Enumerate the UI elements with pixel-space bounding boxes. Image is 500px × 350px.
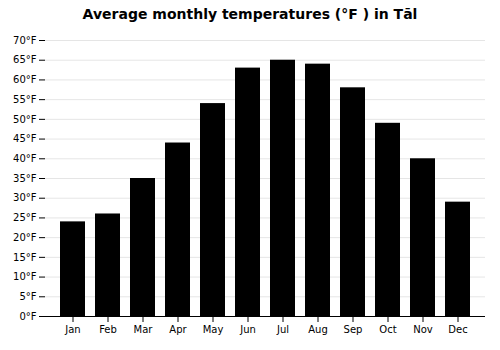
svg-text:Jan: Jan xyxy=(64,324,80,335)
svg-text:30°F: 30°F xyxy=(13,192,37,203)
svg-text:Oct: Oct xyxy=(379,324,396,335)
svg-text:Feb: Feb xyxy=(99,324,117,335)
svg-text:Dec: Dec xyxy=(448,324,467,335)
svg-text:10°F: 10°F xyxy=(13,271,37,282)
html-text:Average monthly temperatures (: Average monthly temperatures (°F ) in Tā… xyxy=(82,6,418,22)
svg-text:35°F: 35°F xyxy=(13,173,37,184)
svg-text:Aug: Aug xyxy=(308,324,328,335)
svg-text:5°F: 5°F xyxy=(19,291,36,302)
svg-text:50°F: 50°F xyxy=(13,114,37,125)
svg-text:15°F: 15°F xyxy=(13,252,37,263)
svg-text:May: May xyxy=(203,324,224,335)
svg-text:45°F: 45°F xyxy=(13,133,37,144)
svg-text:0°F: 0°F xyxy=(19,311,36,322)
svg-text:Nov: Nov xyxy=(413,324,433,335)
svg-text:Sep: Sep xyxy=(344,324,363,335)
svg-text:Mar: Mar xyxy=(134,324,154,335)
svg-text:55°F: 55°F xyxy=(13,94,37,105)
svg-text:20°F: 20°F xyxy=(13,232,37,243)
svg-text:Jul: Jul xyxy=(276,324,289,335)
svg-text:40°F: 40°F xyxy=(13,153,37,164)
svg-text:70°F: 70°F xyxy=(13,35,37,46)
svg-text:65°F: 65°F xyxy=(13,54,37,65)
svg-text:Apr: Apr xyxy=(169,324,187,335)
svg-text:25°F: 25°F xyxy=(13,212,37,223)
svg-text:60°F: 60°F xyxy=(13,74,37,85)
svg-text:Jun: Jun xyxy=(239,324,256,335)
